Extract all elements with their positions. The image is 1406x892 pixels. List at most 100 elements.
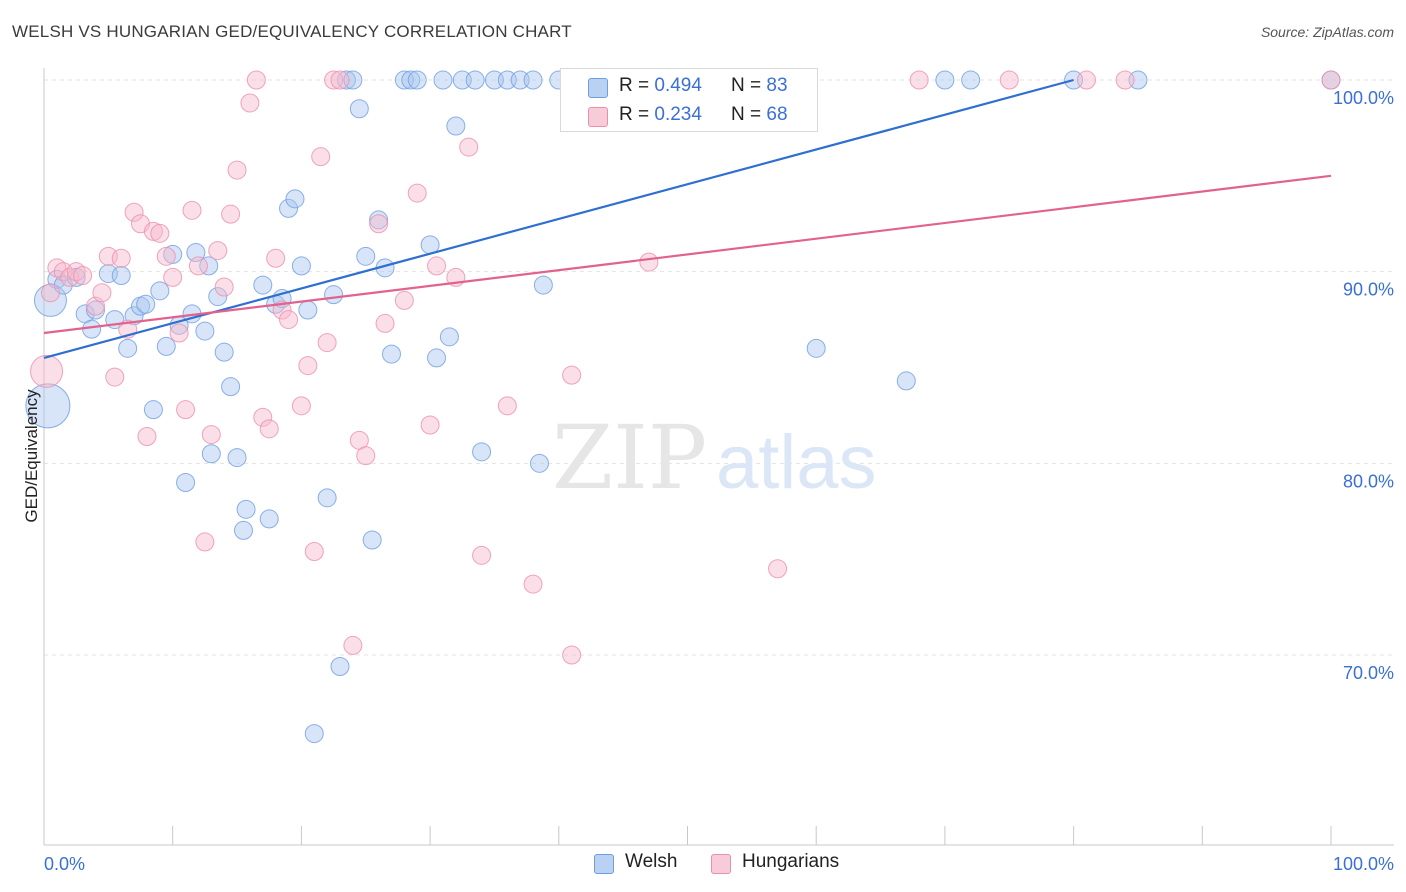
axis-labels: 0.0% 100.0% GED/Equivalency 70.0% 80.0% 90…	[22, 88, 1394, 874]
welsh-point	[221, 377, 241, 397]
welsh-point	[330, 657, 350, 676]
hungarian-point	[562, 645, 582, 665]
hungarian-point	[266, 248, 286, 268]
welsh-point	[896, 371, 916, 391]
welsh-point	[394, 70, 414, 90]
hungarian-point	[639, 252, 659, 272]
hungarians-legend-swatch	[711, 854, 731, 874]
hungarian-point	[143, 221, 163, 241]
watermark-zip: ZIP	[552, 406, 707, 509]
welsh-point	[143, 400, 163, 420]
welsh-point	[176, 473, 196, 492]
hungarian-point	[201, 425, 221, 445]
welsh-point	[349, 99, 369, 119]
welsh-point	[253, 275, 273, 295]
welsh-point	[472, 442, 492, 462]
welsh-trend-line	[43, 78, 1074, 359]
welsh-point	[961, 70, 981, 90]
hungarian-point	[999, 70, 1019, 90]
hungarian-point	[343, 635, 363, 655]
welsh-point	[195, 321, 215, 341]
y-tick-label: 100.0%	[1333, 88, 1394, 108]
hungarian-point	[163, 267, 183, 287]
hungarian-point	[523, 574, 543, 594]
hungarian-point	[176, 400, 196, 420]
hungarian-point	[208, 241, 228, 261]
hungarian-point	[221, 204, 241, 224]
welsh-point	[136, 294, 156, 314]
legend-row-welsh: R = 0.494 N = 83	[561, 71, 817, 101]
hungarian-point	[227, 160, 247, 180]
hungarian-point	[369, 214, 389, 234]
hungarian-point	[311, 147, 331, 167]
hungarian-point	[304, 542, 324, 561]
welsh-point	[236, 499, 256, 519]
welsh-point	[150, 281, 170, 301]
welsh-point	[465, 70, 485, 90]
hungarian-point	[246, 70, 266, 90]
watermark-atlas: atlas	[716, 420, 877, 505]
welsh-point	[1128, 70, 1148, 90]
hungarian-point	[253, 407, 273, 427]
hungarian-point	[330, 70, 350, 90]
hungarian-point	[1321, 70, 1341, 90]
welsh-point	[935, 70, 955, 90]
hungarian-point	[909, 70, 929, 90]
welsh-point	[227, 448, 247, 468]
welsh-point	[233, 520, 253, 540]
hungarian-point	[324, 70, 344, 90]
hungarians-n: N = 68	[731, 104, 788, 125]
welsh-point	[806, 338, 826, 358]
hungarian-point	[356, 446, 376, 466]
welsh-point	[510, 70, 530, 90]
welsh-point	[66, 267, 86, 287]
welsh-point	[497, 70, 517, 90]
welsh-n: N = 83	[731, 75, 788, 96]
hungarian-point	[1076, 70, 1096, 90]
y-axis-title: GED/Equivalency	[22, 389, 41, 523]
hungarian-point	[317, 333, 337, 353]
hungarian-point	[124, 202, 144, 222]
hungarian-point	[195, 532, 215, 552]
y-tick-label: 70.0%	[1343, 663, 1394, 683]
hungarian-point	[182, 200, 202, 220]
hungarian-point	[472, 545, 492, 565]
hungarian-point	[188, 256, 208, 276]
welsh-point	[401, 70, 421, 90]
welsh-point	[279, 198, 299, 218]
axes	[43, 68, 1394, 846]
hungarian-point	[214, 277, 234, 297]
trend-lines	[43, 78, 1332, 359]
legend-row-hungarians: R = 0.234 N = 68	[561, 100, 817, 130]
hungarian-point	[427, 256, 447, 276]
welsh-point	[118, 338, 138, 358]
welsh-point	[111, 266, 131, 285]
welsh-point	[163, 244, 183, 264]
hungarian-point	[105, 367, 125, 387]
welsh-point	[529, 453, 549, 473]
welsh-point	[427, 348, 447, 368]
welsh-point	[484, 70, 504, 90]
hungarians-r: R = 0.234	[619, 104, 702, 125]
hungarian-point	[459, 137, 479, 157]
welsh-point	[25, 383, 71, 429]
hungarian-point	[407, 183, 427, 203]
hungarian-point	[497, 396, 517, 416]
y-tick-label: 90.0%	[1343, 280, 1394, 300]
hungarians-legend-label: Hungarians	[742, 851, 840, 872]
welsh-point	[156, 336, 176, 356]
hungarian-point	[562, 365, 582, 385]
x-tick-label-min: 0.0%	[44, 854, 85, 874]
welsh-point	[362, 530, 382, 550]
welsh-point	[343, 70, 363, 90]
welsh-point	[298, 300, 318, 320]
welsh-swatch	[588, 78, 608, 98]
source-label: Source: ZipAtlas.com	[1260, 24, 1394, 40]
hungarian-point	[73, 266, 93, 285]
hungarian-point	[768, 559, 788, 579]
welsh-point	[208, 287, 228, 307]
hungarian-point	[150, 223, 170, 243]
hungarian-point	[298, 356, 318, 376]
welsh-point	[356, 246, 376, 266]
hungarian-point	[259, 419, 279, 439]
